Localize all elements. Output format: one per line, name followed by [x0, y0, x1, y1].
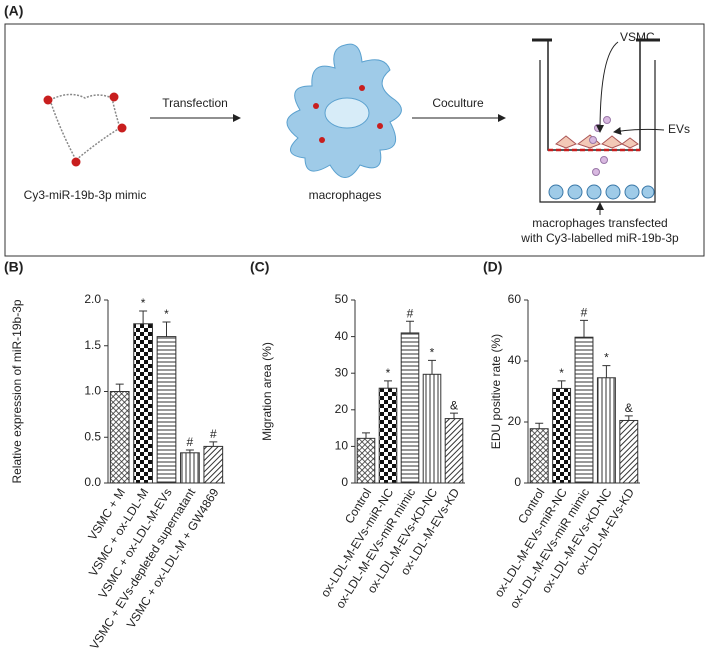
bar	[619, 419, 639, 484]
significance-mark: #	[187, 435, 194, 449]
y-axis-label: Migration area (%)	[260, 342, 274, 441]
y-tick-label: 40	[508, 353, 522, 367]
bar	[203, 445, 224, 484]
error-bar	[162, 321, 171, 337]
significance-mark: *	[141, 296, 146, 310]
error-bar	[428, 359, 436, 375]
error-bar	[139, 310, 148, 324]
evs-label: EVs	[668, 122, 690, 136]
error-bar	[580, 319, 588, 338]
y-tick-label: 40	[335, 329, 349, 343]
error-bar	[185, 449, 194, 453]
y-axis-label: EDU positive rate (%)	[489, 334, 503, 449]
y-tick-label: 0	[514, 475, 521, 489]
y-tick-label: 1.5	[84, 338, 101, 352]
panel-label: (D)	[483, 259, 502, 275]
arrow	[596, 41, 619, 133]
significance-mark: #	[407, 306, 414, 320]
error-bar	[384, 380, 392, 389]
error-bar	[115, 383, 124, 392]
cell-label: macrophages	[309, 188, 382, 202]
panel-label: (A)	[4, 3, 23, 19]
error-bar	[624, 415, 633, 421]
transwell	[532, 38, 660, 203]
bar	[444, 418, 464, 484]
nucleus	[324, 97, 370, 129]
bar	[156, 336, 177, 484]
vsmc-label: VSMC	[620, 30, 655, 44]
y-tick-label: 20	[508, 414, 522, 428]
significance-mark: &	[450, 398, 458, 412]
y-tick-label: 2.0	[84, 292, 101, 306]
y-tick-label: 50	[335, 292, 349, 306]
y-tick-label: 60	[508, 292, 522, 306]
significance-mark: *	[164, 307, 169, 321]
bar	[400, 332, 420, 484]
mimic-ends	[43, 92, 127, 167]
significance-mark: &	[625, 401, 633, 415]
panel-frame	[4, 23, 705, 257]
y-tick-label: 20	[335, 402, 349, 416]
significance-mark: #	[210, 427, 217, 441]
bar	[356, 437, 376, 484]
significance-mark: *	[559, 366, 564, 380]
bar	[133, 323, 153, 484]
y-tick-label: 0.0	[84, 475, 101, 489]
bar	[596, 377, 616, 484]
significance-mark: *	[386, 366, 391, 380]
y-tick-label: 0	[341, 475, 348, 489]
significance-mark: *	[604, 351, 609, 365]
significance-mark: *	[430, 346, 435, 360]
panel-label: (B)	[4, 259, 23, 275]
significance-mark: #	[581, 306, 588, 320]
arrow	[613, 126, 665, 135]
bar	[574, 336, 594, 484]
error-bar	[450, 412, 458, 419]
mimic-drawing	[49, 93, 121, 161]
bottom-cells	[548, 184, 655, 200]
bottom-label: macrophages transfected	[532, 216, 667, 230]
step-label: Transfection	[162, 96, 228, 110]
error-bar	[602, 365, 611, 378]
bar	[378, 387, 398, 484]
bar	[422, 373, 442, 484]
bar	[109, 391, 130, 484]
bar	[180, 452, 200, 484]
y-axis-label: Relative expression of miR-19b-3p	[10, 299, 24, 483]
step-label: Coculture	[432, 96, 484, 110]
bottom-label: with Cy3-labelled miR-19b-3p	[520, 231, 679, 245]
error-bar	[557, 380, 566, 389]
error-bar	[535, 422, 544, 429]
vsmc-cells	[555, 134, 639, 149]
panel-label: (C)	[250, 259, 269, 275]
error-bar	[362, 432, 370, 439]
y-tick-label: 30	[335, 365, 349, 379]
y-tick-label: 0.5	[84, 429, 101, 443]
y-tick-label: 10	[335, 439, 349, 453]
bar	[552, 387, 572, 484]
y-tick-label: 1.0	[84, 384, 101, 398]
cell-mimics	[313, 85, 383, 143]
error-bar	[209, 441, 218, 447]
bar	[529, 428, 549, 484]
error-bar	[406, 320, 414, 333]
mimic-label: Cy3-miR-19b-3p mimic	[24, 188, 147, 202]
